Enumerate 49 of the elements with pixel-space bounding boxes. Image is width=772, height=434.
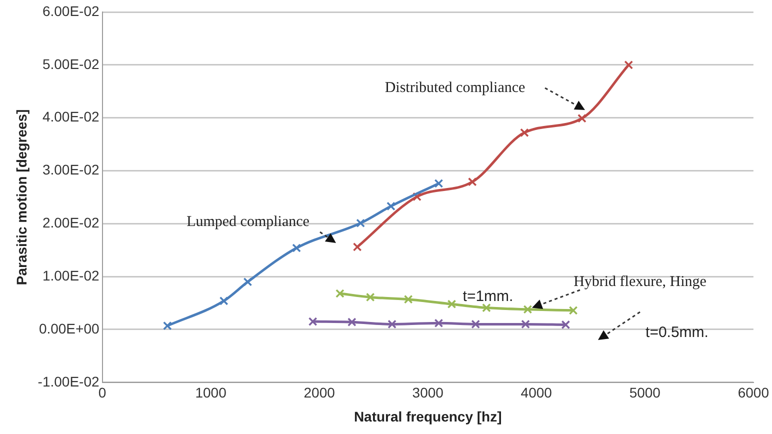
- point: [482, 303, 491, 312]
- series-label: Lumped compliance: [186, 214, 310, 230]
- point: [356, 218, 366, 228]
- point: [308, 317, 318, 326]
- x-axis-title: Natural frequency [hz]: [354, 408, 502, 424]
- y-axis-title: Parasitic motion [degrees]: [13, 109, 30, 286]
- y-tick-label: 1.00E-02: [42, 267, 100, 284]
- annotation: t=0.5mm.: [646, 324, 708, 342]
- point: [352, 242, 362, 252]
- y-tick-label: 2.00E-02: [42, 214, 100, 231]
- x-tick-label: 0: [98, 384, 106, 401]
- y-tick-label: 4.00E-02: [42, 108, 100, 125]
- point: [468, 177, 477, 186]
- text: Distributed compliance: [384, 80, 526, 96]
- point: [347, 318, 356, 327]
- y-tick-label: 6.00E-02: [42, 2, 100, 19]
- point: [434, 179, 444, 188]
- point: [434, 318, 444, 328]
- x-tick-label: 2000: [304, 384, 336, 401]
- point: [521, 320, 530, 329]
- point: [624, 60, 634, 70]
- x-tick-label: 4000: [520, 384, 552, 401]
- point: [162, 321, 172, 330]
- annotation: Hybrid flexure, Hinge: [574, 274, 707, 290]
- point: [447, 300, 456, 309]
- y-tick-label: -1.00E-02: [38, 373, 100, 390]
- point: [412, 192, 422, 202]
- point: [292, 244, 301, 252]
- x-tick-label: 1000: [195, 384, 227, 401]
- point: [243, 277, 252, 286]
- point: [404, 294, 413, 304]
- point: [561, 320, 570, 330]
- point: [336, 289, 344, 298]
- y-tick-label: 3.00E-02: [42, 162, 100, 178]
- point: [366, 292, 375, 302]
- point: [388, 320, 396, 329]
- annotation: t=1mm.: [462, 288, 514, 306]
- x-tick-label: 3000: [412, 384, 444, 401]
- point: [520, 128, 529, 138]
- point: [578, 114, 586, 123]
- x-tick-label: 5000: [629, 384, 661, 401]
- point: [219, 296, 228, 306]
- y-tick-label: 5.00E-02: [42, 56, 100, 72]
- point: [471, 320, 480, 329]
- x-tick-label: 6000: [738, 384, 770, 401]
- point: [386, 202, 396, 211]
- y-tick-label: 0.00E+00: [38, 320, 100, 336]
- point: [568, 306, 578, 315]
- point: [523, 304, 532, 314]
